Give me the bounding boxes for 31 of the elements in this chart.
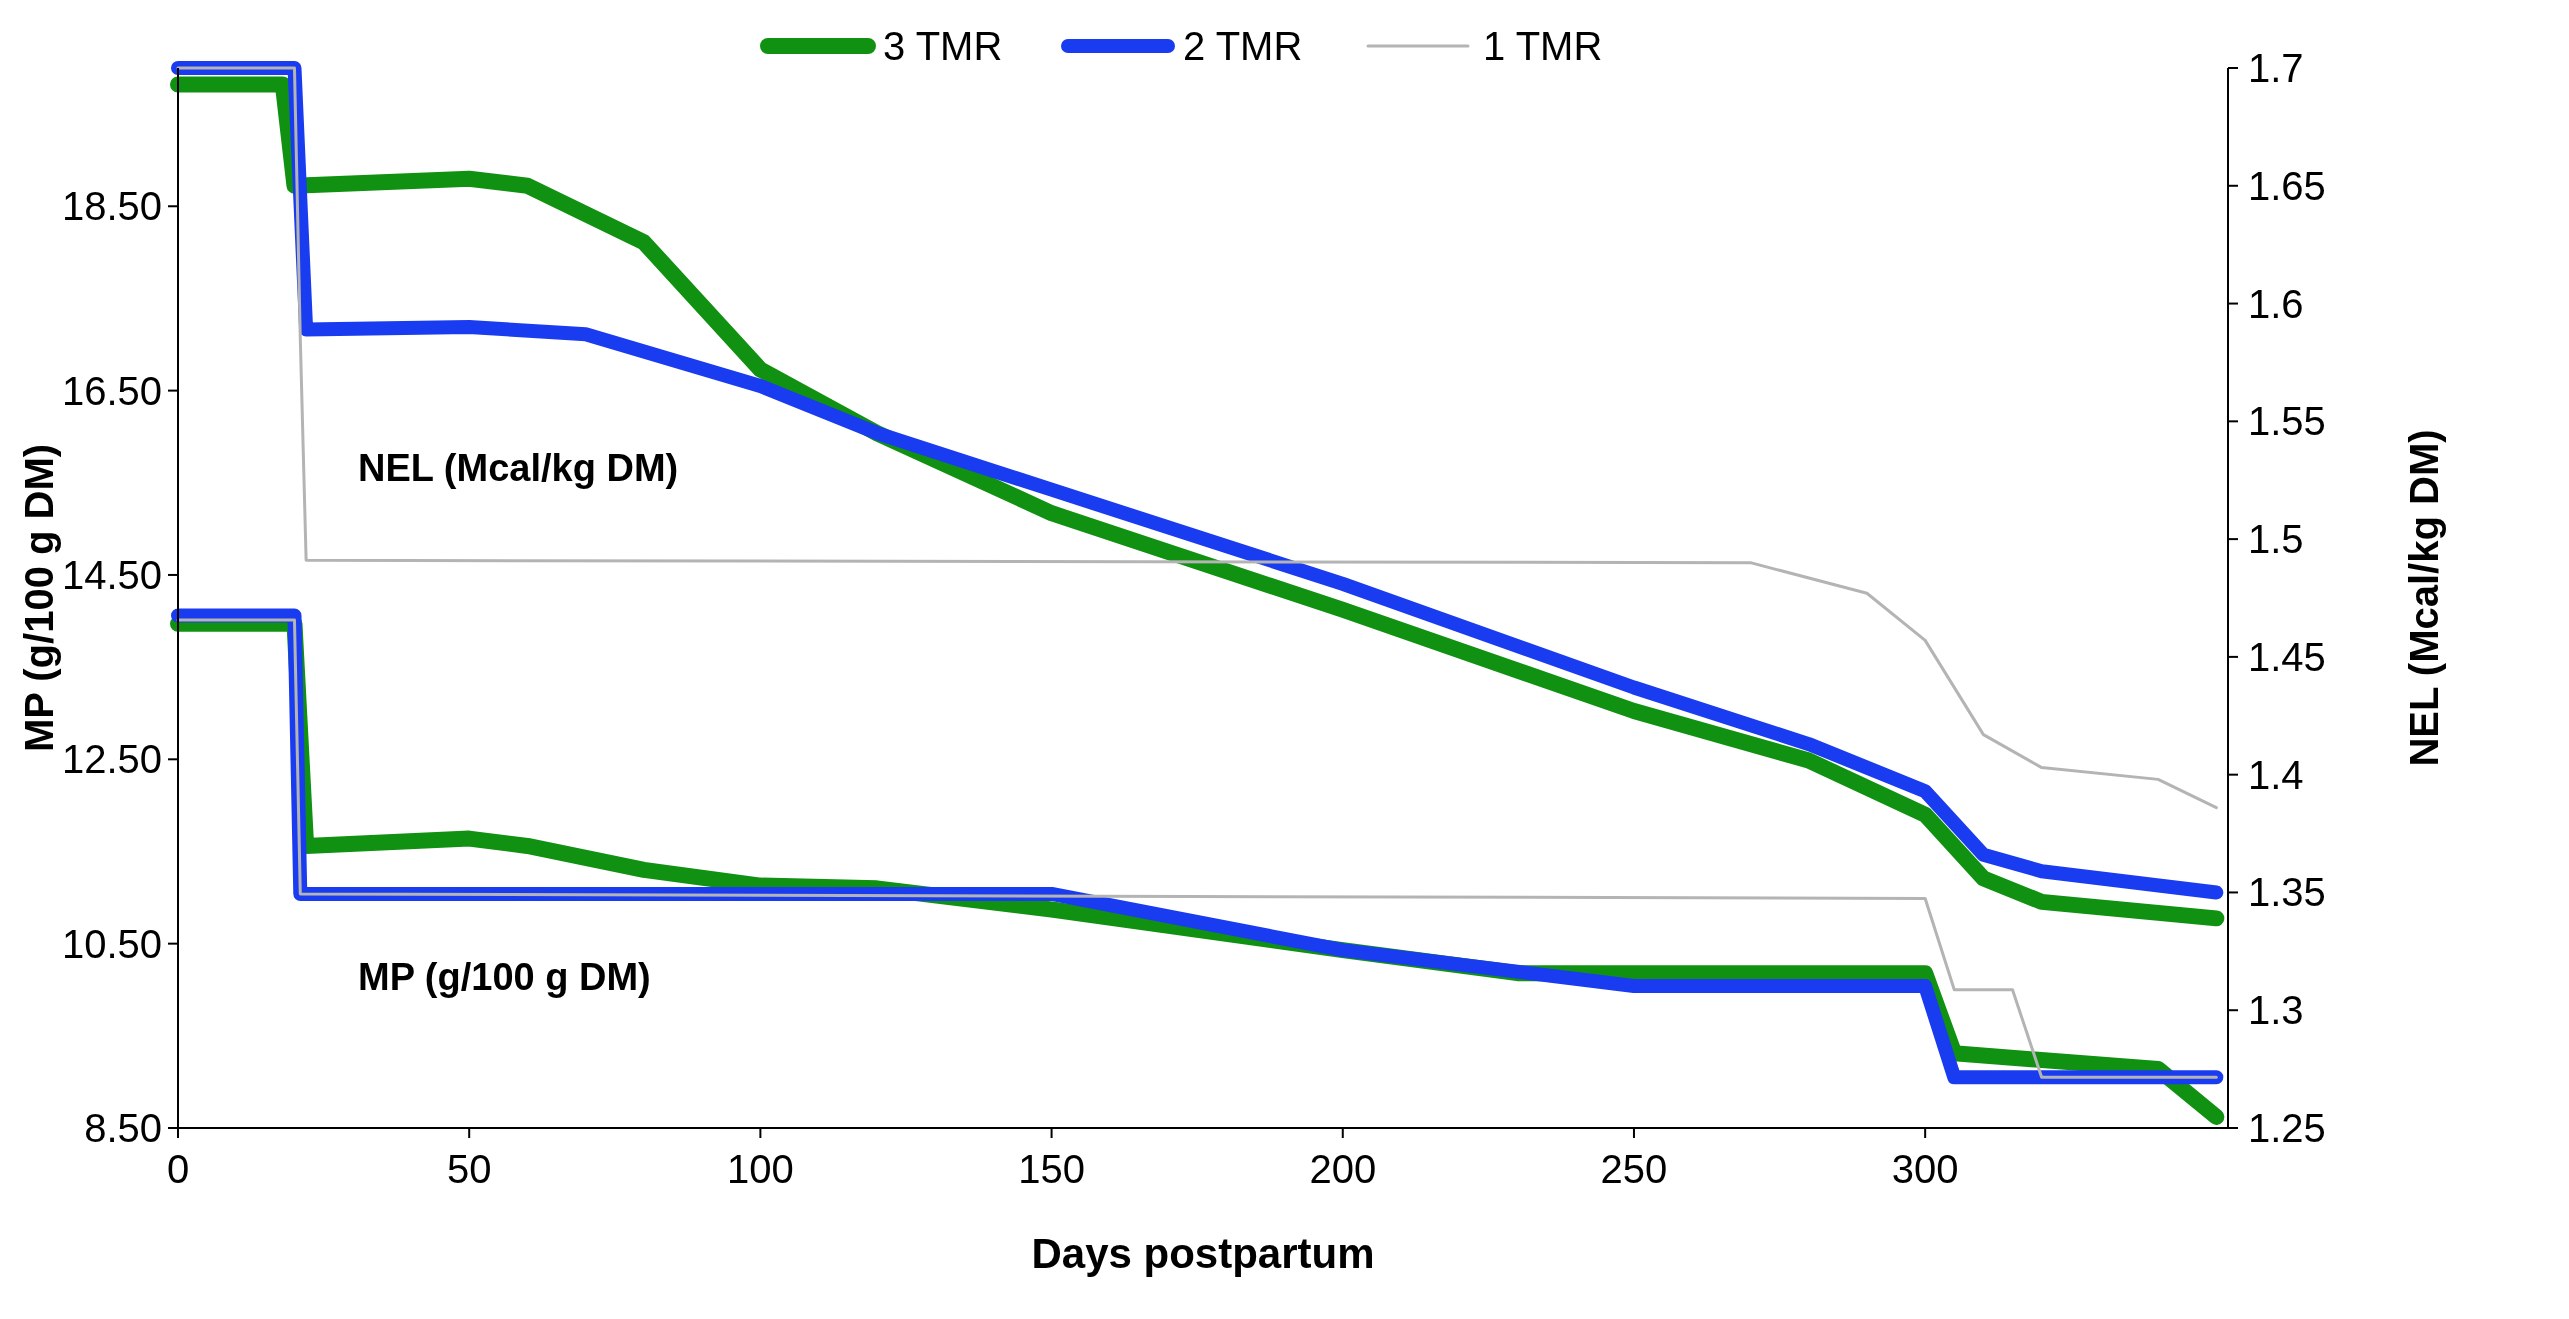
y2-tick-label: 1.5 (2248, 517, 2304, 562)
y2-tick-label: 1.35 (2248, 870, 2326, 915)
y-tick-label: 18.50 (61, 184, 162, 229)
y-tick-label: 14.50 (61, 552, 162, 597)
legend-label: 1 TMR (1483, 24, 1603, 68)
x-tick-label: 150 (1018, 1147, 1085, 1191)
y2-tick-label: 1.25 (2248, 1106, 2326, 1150)
legend-label: 3 TMR (883, 24, 1003, 68)
y-tick-label: 16.50 (61, 368, 162, 413)
x-tick-label: 250 (1600, 1147, 1668, 1191)
x-tick-label: 200 (1309, 1147, 1377, 1191)
y2-tick-label: 1.45 (2248, 634, 2326, 679)
y2-tick-label: 1.3 (2248, 988, 2304, 1033)
x-tick-label: 50 (446, 1147, 492, 1191)
y2-tick-label: 1.55 (2248, 399, 2326, 444)
y2-axis-title: NEL (Mcal/kg DM) (2402, 429, 2446, 767)
y2-tick-label: 1.4 (2248, 752, 2304, 797)
y2-tick-label: 1.7 (2248, 46, 2304, 90)
y-axis-title: MP (g/100 g DM) (17, 443, 61, 753)
legend-label: 2 TMR (1183, 24, 1303, 68)
y2-tick-label: 1.65 (2248, 163, 2326, 208)
x-tick-label: 100 (727, 1147, 794, 1191)
annotation: MP (g/100 g DM) (358, 956, 651, 999)
y-tick-label: 8.50 (84, 1106, 162, 1150)
y-tick-label: 10.50 (61, 921, 162, 966)
annotation: NEL (Mcal/kg DM) (358, 447, 679, 490)
y2-tick-label: 1.6 (2248, 281, 2304, 326)
x-tick-label: 300 (1891, 1147, 1959, 1191)
y-tick-label: 12.50 (61, 737, 162, 782)
x-tick-label: 0 (166, 1147, 190, 1191)
x-axis-title: Days postpartum (1031, 1230, 1375, 1277)
